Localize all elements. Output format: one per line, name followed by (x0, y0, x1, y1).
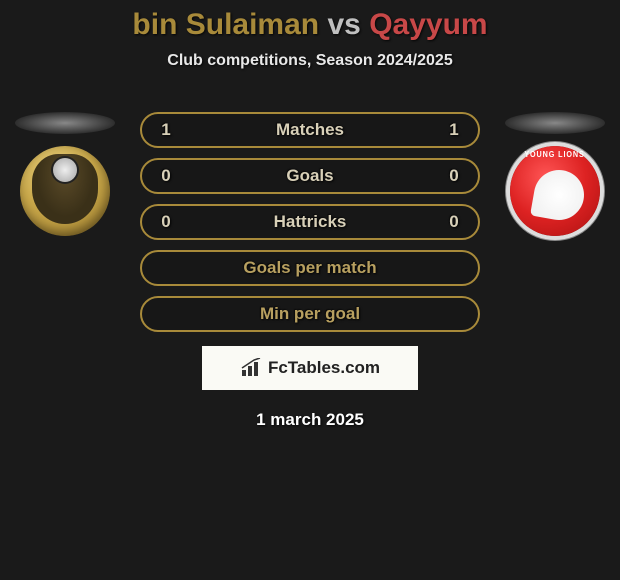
stat-row-matches: 1 Matches 1 (140, 112, 480, 148)
stat-row-hattricks: 0 Hattricks 0 (140, 204, 480, 240)
stat-label: Goals (176, 166, 444, 186)
player-shadow-right (505, 112, 605, 134)
branding-box: FcTables.com (202, 346, 418, 390)
left-badge-column (10, 112, 120, 236)
stat-right-value: 1 (444, 120, 464, 140)
chart-icon (240, 358, 264, 378)
player2-name: Qayyum (369, 8, 487, 41)
page-title: bin Sulaiman vs Qayyum (0, 8, 620, 42)
crest-right-label: YOUNG LIONS (525, 150, 585, 159)
stat-label: Matches (176, 120, 444, 140)
stat-row-mpg: Min per goal (140, 296, 480, 332)
club-crest-right: YOUNG LIONS (510, 146, 600, 236)
stat-label: Goals per match (176, 258, 444, 278)
stat-label: Hattricks (176, 212, 444, 232)
stat-rows: 1 Matches 1 0 Goals 0 0 Hattricks 0 Goal… (140, 112, 480, 332)
right-badge-column: YOUNG LIONS (500, 112, 610, 236)
player1-name: bin Sulaiman (132, 8, 319, 41)
player-shadow-left (15, 112, 115, 134)
stat-left-value: 0 (156, 212, 176, 232)
date-text: 1 march 2025 (0, 410, 620, 430)
stat-left-value: 0 (156, 166, 176, 186)
stat-label: Min per goal (176, 304, 444, 324)
stat-right-value: 0 (444, 166, 464, 186)
stat-right-value: 0 (444, 212, 464, 232)
club-crest-left (20, 146, 110, 236)
content-row: 1 Matches 1 0 Goals 0 0 Hattricks 0 Goal… (0, 112, 620, 332)
subtitle: Club competitions, Season 2024/2025 (0, 52, 620, 70)
stat-left-value: 1 (156, 120, 176, 140)
comparison-card: bin Sulaiman vs Qayyum Club competitions… (0, 0, 620, 430)
stat-row-gpm: Goals per match (140, 250, 480, 286)
vs-text: vs (327, 8, 360, 41)
branding-text: FcTables.com (268, 358, 380, 378)
stat-row-goals: 0 Goals 0 (140, 158, 480, 194)
